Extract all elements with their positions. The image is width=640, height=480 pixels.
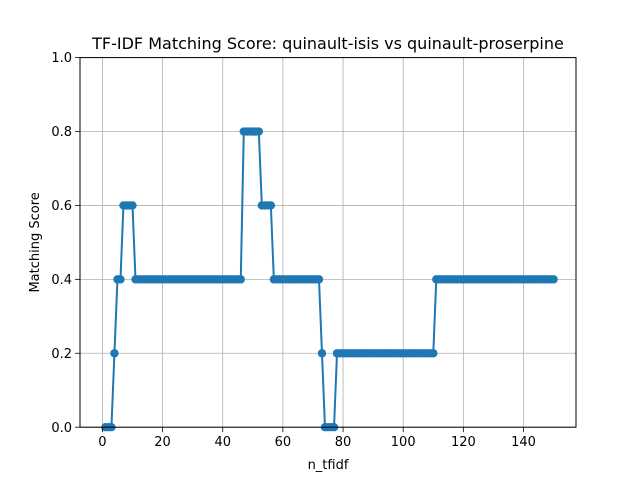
x-axis-label: n_tfidf xyxy=(308,458,349,473)
data-point xyxy=(128,201,137,210)
x-tick-label: 60 xyxy=(275,435,292,450)
chart-title: TF-IDF Matching Score: quinault-isis vs … xyxy=(91,34,564,53)
data-point xyxy=(254,127,264,136)
data-point xyxy=(549,275,558,284)
x-tick-label: 40 xyxy=(214,435,231,450)
y-tick-label: 0.2 xyxy=(51,347,72,362)
y-tick-label: 0.4 xyxy=(51,273,72,288)
y-tick-label: 1.0 xyxy=(51,51,72,66)
data-point xyxy=(116,275,125,284)
data-point xyxy=(266,201,276,210)
data-point xyxy=(314,275,324,284)
y-axis-ticks: 0.0 0.2 0.4 0.6 0.8 1.0 xyxy=(51,51,80,436)
x-tick-label: 100 xyxy=(391,435,416,450)
x-tick-label: 0 xyxy=(98,435,106,450)
data-series xyxy=(101,127,558,432)
y-tick-label: 0.6 xyxy=(51,199,72,214)
plot-frame xyxy=(79,57,577,428)
data-point xyxy=(429,349,438,358)
y-axis-label: Matching Score xyxy=(28,192,43,292)
x-axis-ticks: 0 20 40 60 80 100 120 140 xyxy=(98,427,536,450)
y-tick-label: 0.0 xyxy=(51,421,72,436)
data-point xyxy=(110,349,119,358)
y-tick-label: 0.8 xyxy=(51,125,72,140)
x-tick-label: 20 xyxy=(154,435,171,450)
x-tick-label: 80 xyxy=(335,435,352,450)
data-point xyxy=(236,275,245,284)
series-group xyxy=(101,127,558,432)
x-tick-label: 120 xyxy=(451,435,476,450)
data-point xyxy=(317,349,327,358)
x-tick-label: 140 xyxy=(511,435,536,450)
